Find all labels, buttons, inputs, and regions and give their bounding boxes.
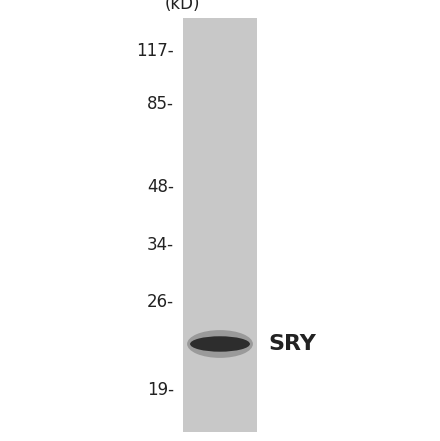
Text: 19-: 19- bbox=[147, 381, 174, 399]
Bar bbox=[183, 18, 257, 432]
Text: SRY: SRY bbox=[268, 334, 316, 354]
Text: 117-: 117- bbox=[136, 42, 174, 60]
Text: 26-: 26- bbox=[147, 293, 174, 311]
Text: 48-: 48- bbox=[147, 179, 174, 196]
Ellipse shape bbox=[190, 336, 250, 352]
Ellipse shape bbox=[187, 330, 253, 358]
Text: (kD): (kD) bbox=[165, 0, 200, 13]
Text: 85-: 85- bbox=[147, 95, 174, 112]
Text: 34-: 34- bbox=[147, 236, 174, 254]
